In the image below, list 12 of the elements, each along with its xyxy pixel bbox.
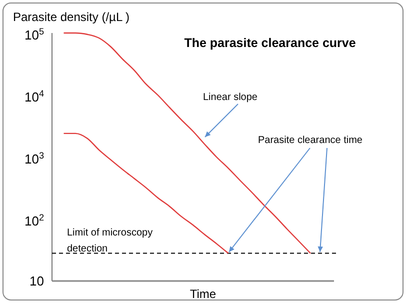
y-tick-label: 10 [30, 274, 44, 289]
annotation: Parasite clearance time [258, 135, 363, 146]
y-tick-label: 10$^{2}$ [24, 212, 44, 229]
y-tick-label: 10$^{4}$ [24, 88, 44, 105]
line-series [63, 132, 229, 254]
x-axis-title: Time [190, 287, 216, 301]
annotation: Linear slope [203, 92, 258, 103]
chart-title: The parasite clearance curve [184, 36, 356, 50]
y-tick-label: 10$^{5}$ [24, 26, 44, 43]
ref-line-label: Limit of microscopy detection [67, 227, 153, 254]
y-tick-label: 10$^{3}$ [24, 150, 44, 167]
y-axis-title: Parasite density (/µL ) [13, 10, 130, 24]
